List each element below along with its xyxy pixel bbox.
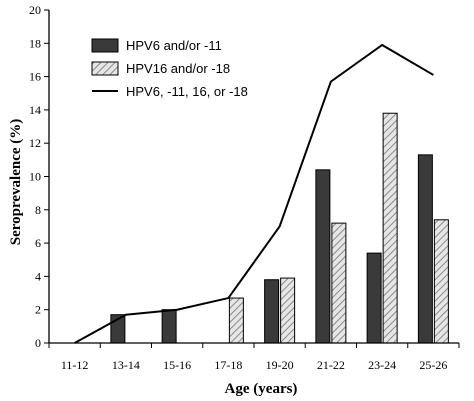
bar-hpv6-11-15-16 <box>161 309 177 344</box>
x-tick-label: 17-18 <box>214 358 242 372</box>
y-tick-label: 20 <box>29 3 41 17</box>
x-tick-label: 25-26 <box>419 358 447 372</box>
y-tick-label: 14 <box>29 103 41 117</box>
x-tick-label: 13-14 <box>112 358 140 372</box>
bar-hpv6-11-25-26 <box>417 154 433 344</box>
bar-hpv16-18-21-22 <box>331 222 347 344</box>
line-hpv-any <box>74 43 434 344</box>
y-tick-label: 2 <box>35 303 41 317</box>
x-axis-title: Age (years) <box>225 381 298 397</box>
y-tick-label: 10 <box>29 170 41 184</box>
y-tick-label: 4 <box>35 269 41 283</box>
x-tick-label: 11-12 <box>61 358 89 372</box>
bar-hpv16-18-17-18 <box>228 297 244 344</box>
bar-hpv6-11-19-20 <box>264 279 280 344</box>
legend-label: HPV16 and/or -18 <box>126 61 230 76</box>
y-tick-label: 0 <box>35 336 41 350</box>
bar-hpv6-11-23-24 <box>366 252 382 344</box>
bar-hpv16-18-23-24 <box>382 112 398 344</box>
y-tick-label: 8 <box>35 203 41 217</box>
legend-label: HPV6 and/or -11 <box>126 38 222 53</box>
bar-hpv6-11-21-22 <box>315 169 331 344</box>
x-tick-label: 19-20 <box>266 358 294 372</box>
x-tick-label: 15-16 <box>163 358 191 372</box>
y-axis-title: Seroprevalence (%) <box>8 119 24 246</box>
legend-label: HPV6, -11, 16, or -18 <box>126 84 248 99</box>
legend-swatch <box>91 38 119 53</box>
axes: 0 2 4 6 8 10 12 14 16 18 20 11-12 13-14 15-16 17-18 19-… <box>29 3 460 372</box>
y-tick-label: 6 <box>35 236 41 250</box>
x-tick-label: 21-22 <box>317 358 345 372</box>
y-tick-label: 16 <box>29 70 41 84</box>
plot-area <box>74 43 449 344</box>
legend: HPV6 and/or -11 HPV16 and/or -18 HPV6, -11… <box>91 38 248 99</box>
y-tick-label: 18 <box>29 36 41 50</box>
bar-hpv16-18-25-26 <box>433 219 449 344</box>
bar-hpv16-18-19-20 <box>280 277 296 344</box>
legend-swatch <box>91 61 119 76</box>
x-tick-label: 23-24 <box>368 358 396 372</box>
y-tick-label: 12 <box>29 136 41 150</box>
